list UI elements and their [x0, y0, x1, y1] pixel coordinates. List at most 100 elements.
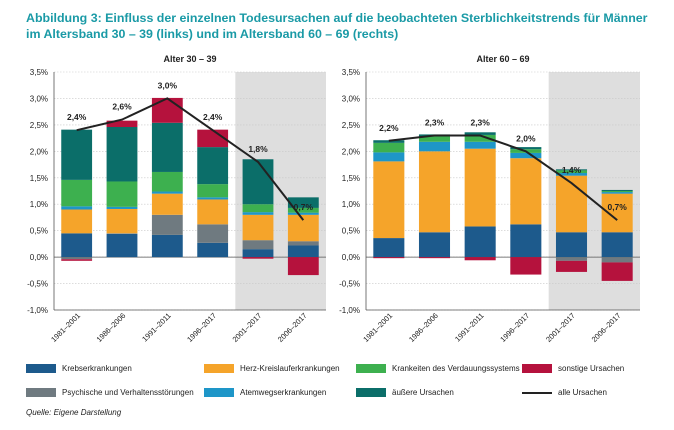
- bar-segment-atemweg: [373, 152, 405, 162]
- bar-segment-atemweg: [242, 212, 274, 215]
- bar-segment-sonstige: [242, 257, 274, 259]
- bar-segment-sonstige: [151, 97, 183, 123]
- x-tick-label: 2006–2017: [276, 311, 309, 344]
- legend-label: alle Ursachen: [558, 388, 607, 397]
- bar-segment-verdauung: [61, 179, 93, 207]
- data-label: 0,7%: [294, 202, 314, 212]
- bar-segment-psych: [61, 257, 93, 260]
- bar-segment-herz: [106, 208, 138, 234]
- bar-segment-krebs: [242, 249, 274, 258]
- bar-segment-aeussere: [601, 189, 633, 191]
- y-tick-label: 1,0%: [342, 200, 360, 209]
- legend-item-sonstige: sonstige Ursachen: [522, 364, 624, 373]
- data-label: 2,6%: [112, 102, 132, 112]
- legend-label: sonstige Ursachen: [558, 364, 625, 373]
- bar-segment-psych: [287, 241, 319, 246]
- data-label: 0,7%: [607, 202, 627, 212]
- y-tick-label: 3,5%: [30, 68, 48, 77]
- legend-swatch-atemweg: [204, 388, 234, 397]
- y-tick-label: -1,0%: [339, 306, 360, 315]
- total-line: [388, 134, 618, 221]
- y-tick-label: -0,5%: [339, 280, 360, 289]
- bar-segment-herz: [242, 214, 274, 241]
- bar-segment-sonstige: [555, 260, 588, 272]
- legend-item-line: alle Ursachen: [522, 388, 607, 397]
- data-label: 2,0%: [516, 133, 536, 143]
- bar-segment-sonstige: [373, 257, 405, 259]
- bar-segment-sonstige: [464, 257, 496, 261]
- data-label: 3,0%: [158, 80, 178, 90]
- y-tick-label: 1,5%: [342, 174, 360, 183]
- data-label: 2,4%: [203, 112, 223, 122]
- bar-segment-krebs: [555, 232, 588, 258]
- y-tick-label: 0,5%: [342, 227, 360, 236]
- legend-swatch-psych: [26, 388, 56, 397]
- bar-segment-herz: [601, 193, 633, 233]
- legend-item-aeussere: äußere Ursachen: [356, 388, 454, 397]
- bar-segment-aeussere: [287, 197, 319, 208]
- y-tick-label: 0,0%: [342, 253, 360, 262]
- bar-segment-aeussere: [151, 122, 183, 172]
- bar-segment-atemweg: [106, 206, 138, 209]
- bar-segment-herz: [555, 175, 588, 233]
- bar-segment-krebs: [287, 245, 319, 258]
- bar-segment-aeussere: [242, 159, 274, 205]
- bar-segment-aeussere: [464, 132, 496, 135]
- legend-item-psych: Psychische und Verhaltensstörungen: [26, 388, 194, 397]
- panel-title: Alter 30 – 39: [163, 54, 216, 64]
- y-tick-label: 1,0%: [30, 200, 48, 209]
- x-tick-label: 1986–2006: [95, 311, 128, 344]
- bar-segment-psych: [242, 240, 274, 250]
- y-tick-label: -0,5%: [27, 280, 48, 289]
- legend-item-verdauung: Krankeiten des Verdauungssystems: [356, 364, 520, 373]
- bar-segment-aeussere: [555, 169, 588, 171]
- legend-item-herz: Herz-Kreislauferkrankungen: [204, 364, 340, 373]
- bar-segment-herz: [61, 209, 93, 234]
- legend-swatch-line: [522, 391, 552, 394]
- y-tick-label: 2,0%: [342, 147, 360, 156]
- bar-segment-atemweg: [418, 141, 451, 152]
- bar-segment-verdauung: [464, 134, 496, 142]
- legend-label: Herz-Kreislauferkrankungen: [240, 364, 340, 373]
- bar-segment-sonstige: [601, 262, 633, 281]
- bar-segment-krebs: [510, 224, 542, 258]
- bar-segment-sonstige: [287, 257, 319, 276]
- source-note: Quelle: Eigene Darstellung: [26, 408, 122, 417]
- bar-segment-psych: [197, 224, 229, 243]
- x-tick-label: 1991–2011: [453, 311, 486, 344]
- x-tick-label: 2001–2017: [231, 311, 264, 344]
- bar-segment-verdauung: [555, 170, 588, 174]
- legend-swatch-krebs: [26, 364, 56, 373]
- panel-title: Alter 60 – 69: [476, 54, 529, 64]
- figure-title: Abbildung 3: Einfluss der einzelnen Tode…: [26, 11, 648, 41]
- bar-segment-atemweg: [464, 141, 496, 149]
- bar-segment-krebs: [373, 238, 405, 258]
- total-line: [76, 97, 305, 221]
- y-tick-label: 0,5%: [30, 227, 48, 236]
- data-label: 2,3%: [425, 117, 445, 127]
- bar-segment-atemweg: [151, 191, 183, 194]
- bar-segment-krebs: [106, 233, 138, 258]
- bar-segment-herz: [373, 161, 405, 239]
- bar-segment-psych: [555, 257, 588, 261]
- bar-segment-herz: [197, 199, 229, 225]
- x-tick-label: 1991–2011: [140, 311, 173, 344]
- x-tick-label: 1981–2001: [49, 311, 82, 344]
- bar-segment-sonstige: [61, 259, 93, 261]
- bar-segment-aeussere: [197, 147, 229, 185]
- bar-segment-aeussere: [106, 127, 138, 182]
- bar-segment-psych: [106, 233, 138, 234]
- bar-segment-verdauung: [106, 181, 138, 207]
- legend-label: Krankeiten des Verdauungssystems: [392, 364, 520, 373]
- y-tick-label: 3,0%: [30, 94, 48, 103]
- bar-segment-atemweg: [287, 212, 319, 215]
- y-tick-label: 3,5%: [342, 68, 360, 77]
- legend-label: Krebserkrankungen: [62, 364, 132, 373]
- bar-segment-sonstige: [197, 129, 229, 148]
- x-tick-label: 1981–2001: [361, 311, 394, 344]
- bar-segment-herz: [510, 158, 542, 225]
- bar-segment-krebs: [464, 226, 496, 258]
- bar-segment-atemweg: [197, 197, 229, 200]
- bar-segment-atemweg: [601, 192, 633, 194]
- legend-item-atemweg: Atemwegserkrankungen: [204, 388, 326, 397]
